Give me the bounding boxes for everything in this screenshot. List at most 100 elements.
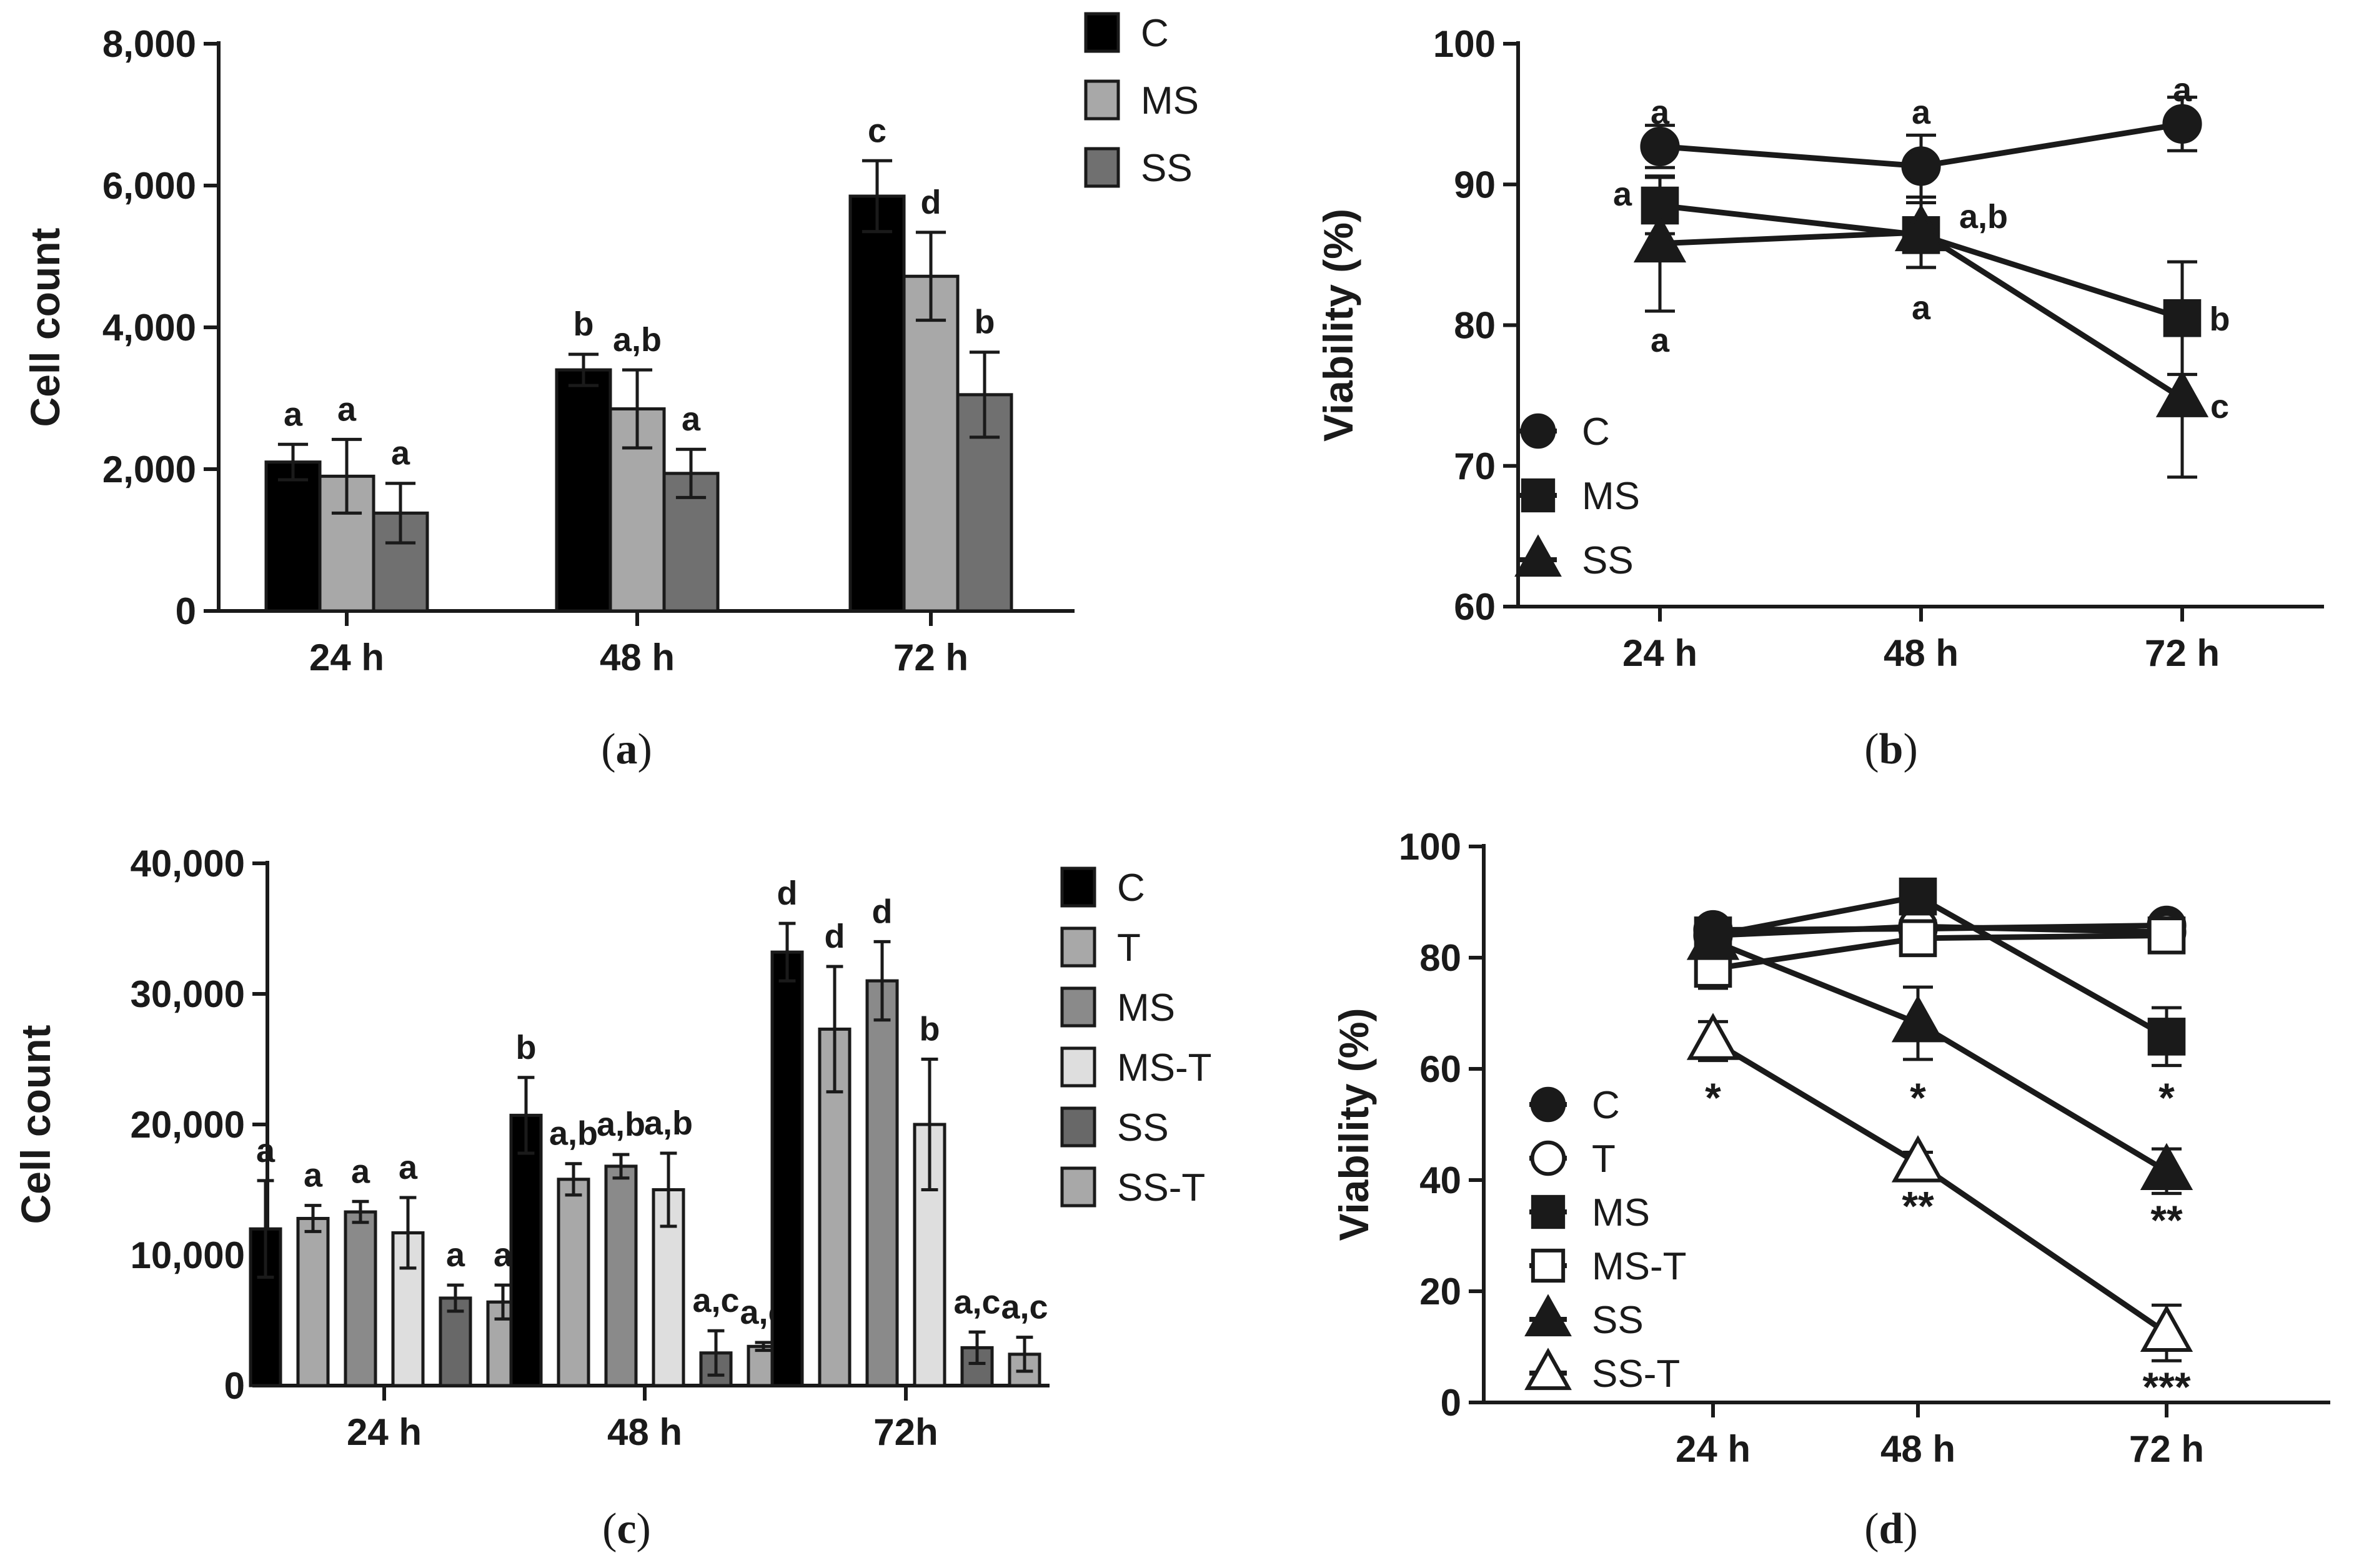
legend-label: C xyxy=(1592,1084,1620,1127)
point-MS-T-1 xyxy=(1899,919,1937,958)
panel-label-close: ) xyxy=(1903,1505,1917,1553)
y-axis-title: Cell count xyxy=(12,1025,59,1224)
significance-label: b xyxy=(574,305,594,343)
significance-label: a,c xyxy=(1001,1289,1048,1326)
x-tick-label: 48 h xyxy=(600,637,675,678)
bar-C-1 xyxy=(509,1113,543,1387)
significance-label: a xyxy=(1912,94,1931,131)
legend-swatch xyxy=(1060,926,1096,968)
point-MS-2 xyxy=(2163,299,2202,337)
point-SS-T-1 xyxy=(1891,1135,1945,1183)
y-tick-label: 80 xyxy=(1419,937,1461,979)
legend-marker xyxy=(1514,534,1562,577)
significance-label: a,c xyxy=(953,1283,1000,1321)
legend-swatch xyxy=(1060,986,1096,1028)
bar-T-0 xyxy=(296,1216,330,1387)
significance-label: a,b xyxy=(1959,198,2008,236)
legend-label: MS xyxy=(1592,1191,1650,1234)
legend-label: C xyxy=(1582,410,1610,454)
significance-label: d xyxy=(921,184,941,221)
bar-C-1 xyxy=(555,368,612,613)
y-tick-label: 6,000 xyxy=(102,165,196,207)
y-tick-label: 100 xyxy=(1433,23,1496,65)
x-tick-label: 48 h xyxy=(607,1411,682,1453)
y-tick-label: 20,000 xyxy=(130,1104,245,1146)
series-line-MS-T xyxy=(1712,932,2167,972)
panel-label-open: ( xyxy=(601,725,615,773)
panel-label-close: ) xyxy=(637,1505,651,1553)
legend-label: SS-T xyxy=(1592,1352,1680,1396)
legend-label: C xyxy=(1117,866,1145,910)
y-tick-label: 10,000 xyxy=(130,1234,245,1276)
legend-swatch xyxy=(1084,12,1120,53)
y-tick-label: 60 xyxy=(1419,1048,1461,1090)
panel-label-letter: a xyxy=(616,725,638,773)
significance-label: a xyxy=(446,1236,465,1274)
legend-label: T xyxy=(1117,926,1141,970)
significance-label: a xyxy=(337,390,357,428)
y-tick-label: 0 xyxy=(224,1365,245,1407)
panel-label: (c) xyxy=(602,1505,651,1553)
y-axis-title: Viability (%) xyxy=(1315,209,1361,442)
legend-marker xyxy=(1531,1248,1566,1283)
legend-swatch xyxy=(1084,79,1120,121)
panel-label-letter: c xyxy=(617,1505,636,1553)
panel-label-letter: b xyxy=(1879,725,1904,773)
bar-C-2 xyxy=(770,950,804,1387)
significance-label: b xyxy=(975,304,995,341)
y-tick-label: 60 xyxy=(1454,586,1496,628)
y-tick-label: 70 xyxy=(1454,445,1496,487)
panel-label-letter: d xyxy=(1879,1505,1904,1553)
point-SS-0 xyxy=(1633,215,1687,263)
y-tick-label: 20 xyxy=(1419,1271,1461,1312)
series-line-SS xyxy=(1712,938,2168,1174)
legend-label: MS xyxy=(1117,986,1175,1030)
point-C-0 xyxy=(1640,126,1680,167)
x-tick-label: 48 h xyxy=(1880,1428,1955,1470)
panel-label-close: ) xyxy=(1903,725,1917,773)
significance-label: *** xyxy=(2142,1364,2190,1410)
bar-MS-2 xyxy=(902,274,960,613)
point-MS-1 xyxy=(1899,877,1937,916)
legend-marker xyxy=(1530,1086,1566,1123)
y-tick-label: 30,000 xyxy=(130,973,245,1015)
significance-label: c xyxy=(2210,388,2229,425)
legend-label: SS xyxy=(1141,147,1193,190)
bar-C-2 xyxy=(848,194,906,613)
significance-label: a xyxy=(2173,71,2192,109)
significance-label: a xyxy=(682,400,701,438)
significance-label: b xyxy=(516,1029,537,1066)
x-tick-label: 72h xyxy=(873,1411,938,1453)
panel-label-close: ) xyxy=(638,725,652,773)
y-tick-label: 0 xyxy=(1441,1382,1461,1424)
bar-MS-0 xyxy=(344,1210,377,1387)
legend-label: MS-T xyxy=(1592,1245,1687,1288)
y-tick-label: 100 xyxy=(1399,826,1461,868)
significance-label: a xyxy=(1912,289,1931,327)
legend-swatch xyxy=(1060,1106,1096,1148)
legend-marker xyxy=(1524,1294,1572,1337)
point-C-1 xyxy=(1901,146,1941,186)
legend-marker xyxy=(1520,413,1556,449)
legend-label: MS xyxy=(1582,475,1640,518)
significance-label: a,b xyxy=(549,1115,598,1153)
x-tick-label: 48 h xyxy=(1884,632,1959,674)
y-tick-label: 80 xyxy=(1454,305,1496,347)
y-tick-label: 4,000 xyxy=(102,307,196,349)
x-tick-label: 24 h xyxy=(347,1411,422,1453)
point-MS-T-2 xyxy=(2147,916,2186,955)
significance-label: b xyxy=(2210,300,2230,338)
bar-T-1 xyxy=(557,1178,590,1387)
point-C-2 xyxy=(2162,104,2202,144)
legend-label: MS xyxy=(1141,79,1199,122)
bar-MS-1 xyxy=(604,1164,638,1387)
y-tick-label: 8,000 xyxy=(102,23,196,65)
significance-label: ** xyxy=(2150,1197,2183,1243)
legend-label: SS xyxy=(1592,1299,1644,1342)
y-tick-label: 2,000 xyxy=(102,449,196,490)
bar-MS-2 xyxy=(865,979,899,1387)
significance-label: b xyxy=(920,1011,940,1048)
x-tick-label: 24 h xyxy=(1622,632,1697,674)
